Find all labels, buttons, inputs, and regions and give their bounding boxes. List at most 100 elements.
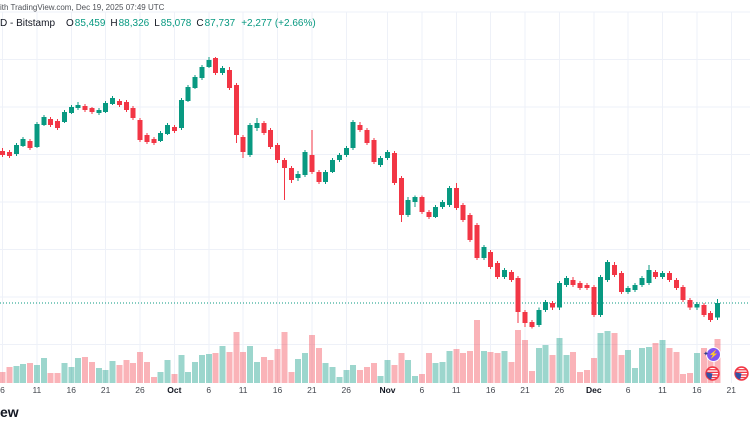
candle-body	[316, 172, 322, 182]
x-axis-tick: Oct	[167, 385, 181, 395]
candle-body	[220, 68, 225, 73]
candle-body	[41, 116, 47, 125]
volume-bar	[645, 347, 652, 383]
volume-bar	[418, 374, 425, 383]
candle-body	[660, 272, 665, 278]
candle-body	[165, 124, 170, 134]
volume-bar	[652, 343, 659, 383]
candle-body	[687, 300, 693, 308]
volume-bar	[40, 358, 47, 383]
candle-body	[151, 138, 157, 144]
volume-bar	[88, 362, 95, 383]
x-axis-tick: 11	[452, 385, 461, 395]
volume-bar	[577, 372, 583, 383]
candle-body	[460, 205, 466, 221]
volume-bar	[707, 350, 714, 383]
candle-body	[536, 309, 542, 325]
volume-bar	[82, 357, 88, 383]
candle-body	[48, 119, 54, 125]
candle-body	[213, 58, 219, 73]
candle-body	[116, 101, 122, 106]
candle-body	[543, 301, 549, 310]
candle-body	[426, 212, 432, 217]
candle-body	[391, 152, 397, 184]
open-value: 85,459	[74, 18, 106, 29]
candle-body	[357, 124, 363, 130]
volume-bar	[350, 365, 357, 383]
candle-body	[185, 86, 191, 102]
candle-body	[646, 270, 652, 283]
candle-body	[529, 322, 535, 327]
candle-body	[0, 151, 5, 155]
volume-bar	[618, 355, 625, 383]
candle-body	[515, 278, 521, 313]
close-label: C	[196, 18, 204, 29]
tradingview-watermark-fragment: ew	[0, 404, 19, 420]
volume-bar	[95, 368, 102, 383]
volume-bar	[109, 361, 116, 383]
symbol-ohlc-row: D - Bitstamp O85,459 H88,326 L85,078 C87,737…	[0, 18, 316, 29]
volume-bar	[102, 370, 109, 383]
volume-bar	[171, 374, 178, 383]
candle-body	[343, 147, 349, 156]
volume-bar	[47, 373, 54, 383]
volume-bar	[522, 340, 528, 383]
candle-body	[61, 111, 67, 123]
candle-body	[680, 286, 686, 301]
high-value: 88,326	[118, 18, 150, 29]
low-label: L	[154, 18, 160, 29]
volume-bar	[137, 352, 143, 383]
volume-bars	[0, 320, 721, 383]
volume-bar	[480, 351, 487, 383]
x-axis-tick: 21	[307, 385, 317, 395]
candle-body	[309, 155, 315, 173]
candle-body	[89, 108, 95, 112]
close-value: 87,737	[204, 18, 236, 29]
volume-bar	[157, 372, 164, 383]
volume-bar	[68, 367, 75, 383]
volume-bar	[439, 362, 446, 383]
candle-body	[371, 140, 377, 162]
volume-bar	[247, 346, 253, 383]
credit-line: ith TradingView.com, Dec 19, 2025 07:49 …	[0, 3, 165, 12]
volume-bar	[226, 352, 233, 383]
volume-bar	[515, 330, 522, 383]
x-axis-tick: 26	[342, 385, 352, 395]
volume-bar	[693, 353, 700, 383]
candle-body	[453, 187, 459, 209]
candle-body	[701, 304, 707, 316]
candle-body	[474, 224, 480, 259]
volume-bar	[460, 353, 467, 383]
candle-body	[412, 197, 418, 202]
volume-bar	[267, 360, 274, 383]
candle-body	[364, 129, 370, 144]
candle-body	[446, 187, 452, 206]
x-axis-tick: 21	[101, 385, 111, 395]
flag-badge-icon[interactable]	[705, 366, 720, 381]
volume-bar	[467, 351, 473, 383]
candle-body	[618, 272, 624, 293]
candle-body	[6, 151, 12, 157]
volume-bar	[27, 363, 33, 383]
volume-bar	[198, 355, 205, 383]
volume-bar	[425, 353, 432, 383]
volume-bar	[322, 363, 329, 383]
candle-body	[508, 272, 514, 280]
volume-bar	[308, 335, 315, 383]
volume-bar	[508, 362, 515, 383]
volume-bar	[164, 360, 171, 383]
volume-bar	[563, 355, 570, 383]
volume-bar	[542, 345, 549, 383]
candle-body	[715, 303, 720, 318]
candle-body	[591, 286, 597, 316]
flag-badge-icon[interactable]	[734, 366, 749, 381]
volume-bar	[528, 371, 535, 383]
candle-body	[13, 144, 19, 155]
boost-flash-icon[interactable]: ⚡ ✦	[703, 347, 721, 362]
candle-body	[20, 138, 26, 146]
volume-bar	[549, 355, 556, 383]
volume-bar	[315, 348, 322, 383]
volume-bar	[343, 370, 350, 383]
open-label: O	[66, 18, 74, 29]
